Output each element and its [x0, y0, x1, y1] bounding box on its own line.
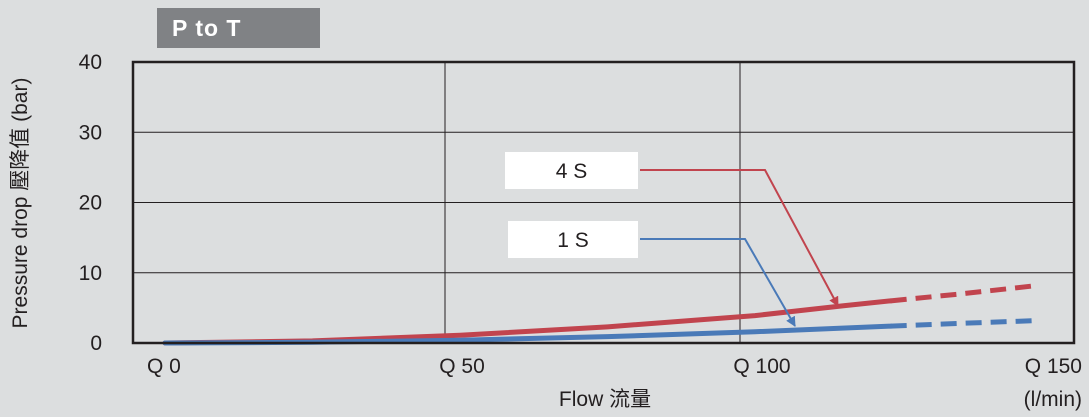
x-tick-label: Q 150 — [1025, 355, 1082, 378]
y-tick-label: 10 — [79, 262, 102, 285]
y-axis-title: Pressure drop 壓降值 (bar) — [9, 78, 32, 329]
x-axis-ticks: Q 0 Q 50 Q 100 Q 150 — [147, 355, 1082, 378]
title-badge — [157, 8, 320, 48]
chart-title: P to T — [172, 15, 241, 41]
series-leader-line — [640, 169, 839, 307]
y-axis-ticks: 0 10 20 30 40 — [79, 51, 102, 355]
series-label-box — [505, 152, 638, 189]
grid — [133, 62, 1074, 343]
series-leader-line — [640, 238, 796, 327]
x-axis-title: Flow 流量 — [559, 388, 651, 411]
x-tick-label: Q 100 — [733, 355, 790, 378]
y-tick-label: 40 — [79, 51, 102, 74]
y-tick-label: 30 — [79, 121, 102, 144]
plot-frame — [131, 60, 1076, 345]
y-tick-label: 0 — [90, 332, 102, 355]
series-callouts: 4 S 1 S — [505, 152, 839, 327]
y-tick-label: 20 — [79, 192, 102, 215]
x-tick-label: Q 50 — [439, 355, 485, 378]
series-label-box — [508, 221, 638, 258]
series-label: 4 S — [556, 160, 588, 183]
x-tick-label: Q 0 — [147, 355, 181, 378]
series-label: 1 S — [557, 229, 589, 252]
x-axis-unit: (l/min) — [1024, 388, 1082, 411]
